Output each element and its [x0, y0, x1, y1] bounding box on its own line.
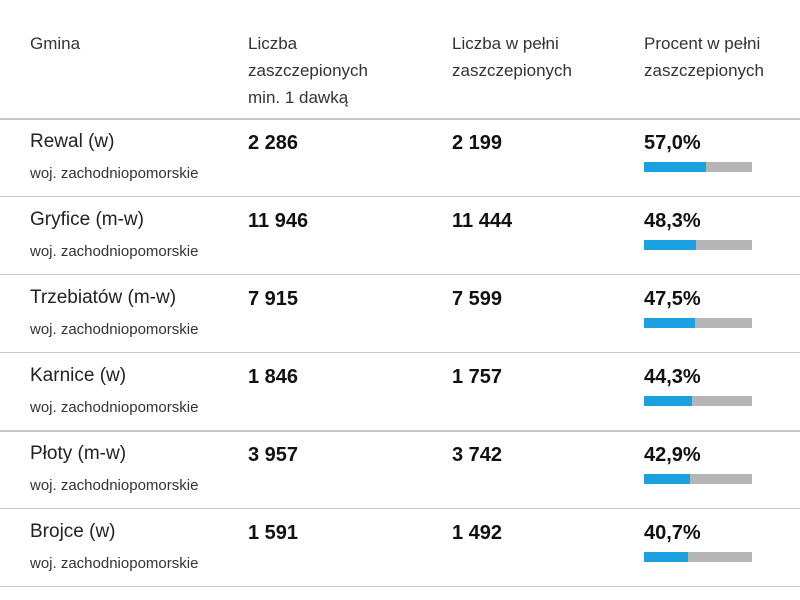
table-row: Płoty (m-w) woj. zachodniopomorskie 3 957 3… — [0, 431, 800, 509]
percent-value: 44,3% — [644, 366, 701, 388]
min1-dose-count: 7 915 — [248, 288, 299, 310]
fully-vaccinated-count: 3 742 — [452, 444, 503, 466]
header-gmina-line: Gmina — [30, 34, 81, 53]
fully-vaccinated-count: 11 444 — [452, 210, 513, 232]
header-full-line: zaszczepionych — [452, 61, 573, 80]
percent-value: 42,9% — [644, 444, 701, 466]
percent-value: 57,0% — [644, 132, 701, 154]
percent-value: 40,7% — [644, 522, 701, 544]
percent-bar — [644, 552, 752, 562]
header-min1-dose: Liczba zaszczepionych min. 1 dawką — [248, 30, 428, 111]
gmina-name: Trzebiatów (m-w) — [30, 287, 177, 308]
voivodeship-label: woj. zachodniopomorskie — [30, 477, 199, 494]
header-percent-line: Procent w pełni — [644, 34, 761, 53]
gmina-name: Gryfice (m-w) — [30, 209, 144, 230]
fully-vaccinated-count: 1 757 — [452, 366, 503, 388]
fully-vaccinated-count: 1 492 — [452, 522, 503, 544]
min1-dose-count: 2 286 — [248, 132, 299, 154]
percent-bar-fill — [644, 162, 706, 172]
header-percent-fully: Procent w pełni zaszczepionych — [644, 30, 800, 84]
table-row: Karnice (w) woj. zachodniopomorskie 1 846 1… — [0, 353, 800, 432]
percent-bar-fill — [644, 318, 696, 328]
percent-bar-fill — [644, 396, 692, 406]
percent-bar — [644, 474, 752, 484]
voivodeship-label: woj. zachodniopomorskie — [30, 321, 199, 338]
percent-value: 47,5% — [644, 288, 701, 310]
header-fully-vaccinated: Liczba w pełni zaszczepionych — [452, 30, 632, 84]
header-full-line: Liczba w pełni — [452, 34, 559, 53]
gmina-name: Płoty (m-w) — [30, 443, 127, 464]
min1-dose-count: 11 946 — [248, 210, 309, 232]
min1-dose-count: 1 846 — [248, 366, 299, 388]
percent-bar — [644, 240, 752, 250]
gmina-name: Rewal (w) — [30, 131, 115, 152]
percent-bar — [644, 162, 752, 172]
voivodeship-label: woj. zachodniopomorskie — [30, 243, 199, 260]
voivodeship-label: woj. zachodniopomorskie — [30, 555, 199, 572]
table-header: Gmina Liczba zaszczepionych min. 1 dawką… — [0, 0, 800, 120]
table-row: Gryfice (m-w) woj. zachodniopomorskie 11 9… — [0, 197, 800, 275]
fully-vaccinated-count: 7 599 — [452, 288, 503, 310]
percent-bar-fill — [644, 474, 691, 484]
percent-bar — [644, 318, 752, 328]
header-percent-line: zaszczepionych — [644, 61, 765, 80]
min1-dose-count: 1 591 — [248, 522, 299, 544]
min1-dose-count: 3 957 — [248, 444, 299, 466]
voivodeship-label: woj. zachodniopomorskie — [30, 165, 199, 182]
table-row: Trzebiatów (m-w) woj. zachodniopomorskie 7… — [0, 275, 800, 353]
gmina-name: Brojce (w) — [30, 521, 116, 542]
percent-bar-fill — [644, 552, 688, 562]
header-min1-line: Liczba — [248, 34, 298, 53]
gmina-name: Karnice (w) — [30, 365, 127, 386]
header-gmina: Gmina — [30, 30, 80, 57]
percent-bar — [644, 396, 752, 406]
table-row: Brojce (w) woj. zachodniopomorskie 1 591 1 … — [0, 509, 800, 587]
table-row: Rewal (w) woj. zachodniopomorskie 2 286 2 1… — [0, 119, 800, 197]
header-min1-line: zaszczepionych — [248, 61, 369, 80]
voivodeship-label: woj. zachodniopomorskie — [30, 399, 199, 416]
percent-value: 48,3% — [644, 210, 701, 232]
fully-vaccinated-count: 2 199 — [452, 132, 503, 154]
header-min1-line: min. 1 dawką — [248, 88, 349, 107]
percent-bar-fill — [644, 240, 697, 250]
